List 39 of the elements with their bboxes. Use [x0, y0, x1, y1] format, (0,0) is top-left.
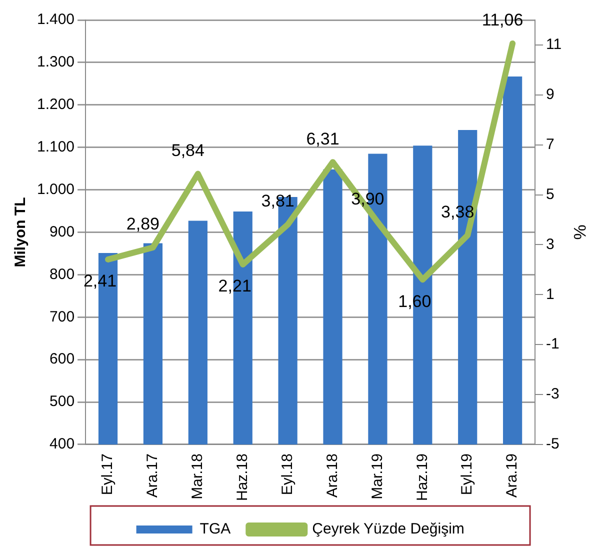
y-tick-label: 400 — [50, 436, 75, 453]
y-tick-label: 1.000 — [36, 180, 75, 198]
y2-tick-label: 7 — [546, 136, 554, 153]
y-tick-label: 800 — [50, 266, 75, 283]
x-tick-label: Eyl.18 — [278, 453, 296, 496]
x-tick-label: Eyl.19 — [458, 453, 476, 496]
x-tick-label: Ara.17 — [144, 453, 162, 498]
y2-tick-label: 9 — [546, 86, 554, 104]
data-label: 3,90 — [351, 189, 384, 208]
data-label: 6,31 — [306, 129, 340, 148]
x-tick-label: Mar.19 — [368, 453, 386, 500]
y2-tick-label: -5 — [546, 436, 560, 453]
y-tick-label: 1.300 — [36, 54, 75, 71]
x-tick-label: Ara.19 — [504, 453, 521, 498]
y2-axis-title: % — [570, 224, 590, 240]
y-tick-label: 900 — [50, 223, 75, 240]
data-label: 2,89 — [126, 214, 160, 234]
legend-label: TGA — [200, 520, 231, 538]
y-tick-label: 500 — [50, 393, 75, 410]
data-label: 11,06 — [482, 10, 524, 30]
x-tick-label: Haz.19 — [414, 453, 431, 502]
y2-tick-label: -3 — [546, 386, 560, 403]
y2-tick-label: 3 — [546, 236, 554, 253]
x-tick-label: Haz.18 — [234, 453, 251, 502]
legend-label: Çeyrek Yüzde Değişim — [312, 520, 464, 538]
y-tick-label: 700 — [50, 308, 75, 326]
data-label: 5,84 — [171, 140, 204, 160]
y2-tick-label: 11 — [546, 36, 562, 54]
y2-tick-label: 5 — [546, 186, 554, 203]
y-tick-label: 1.400 — [36, 11, 75, 28]
y2-tick-label: -1 — [546, 336, 560, 353]
y-tick-label: 1.100 — [36, 138, 75, 156]
y-axis-title: Milyon TL — [12, 197, 30, 268]
x-tick-label: Mar.18 — [189, 453, 206, 500]
y2-tick-label: 1 — [546, 286, 554, 303]
y-tick-label: 600 — [50, 350, 75, 368]
x-tick-label: Ara.18 — [324, 453, 341, 498]
x-tick-label: Eyl.17 — [99, 453, 116, 496]
y-tick-label: 1.200 — [36, 96, 75, 114]
